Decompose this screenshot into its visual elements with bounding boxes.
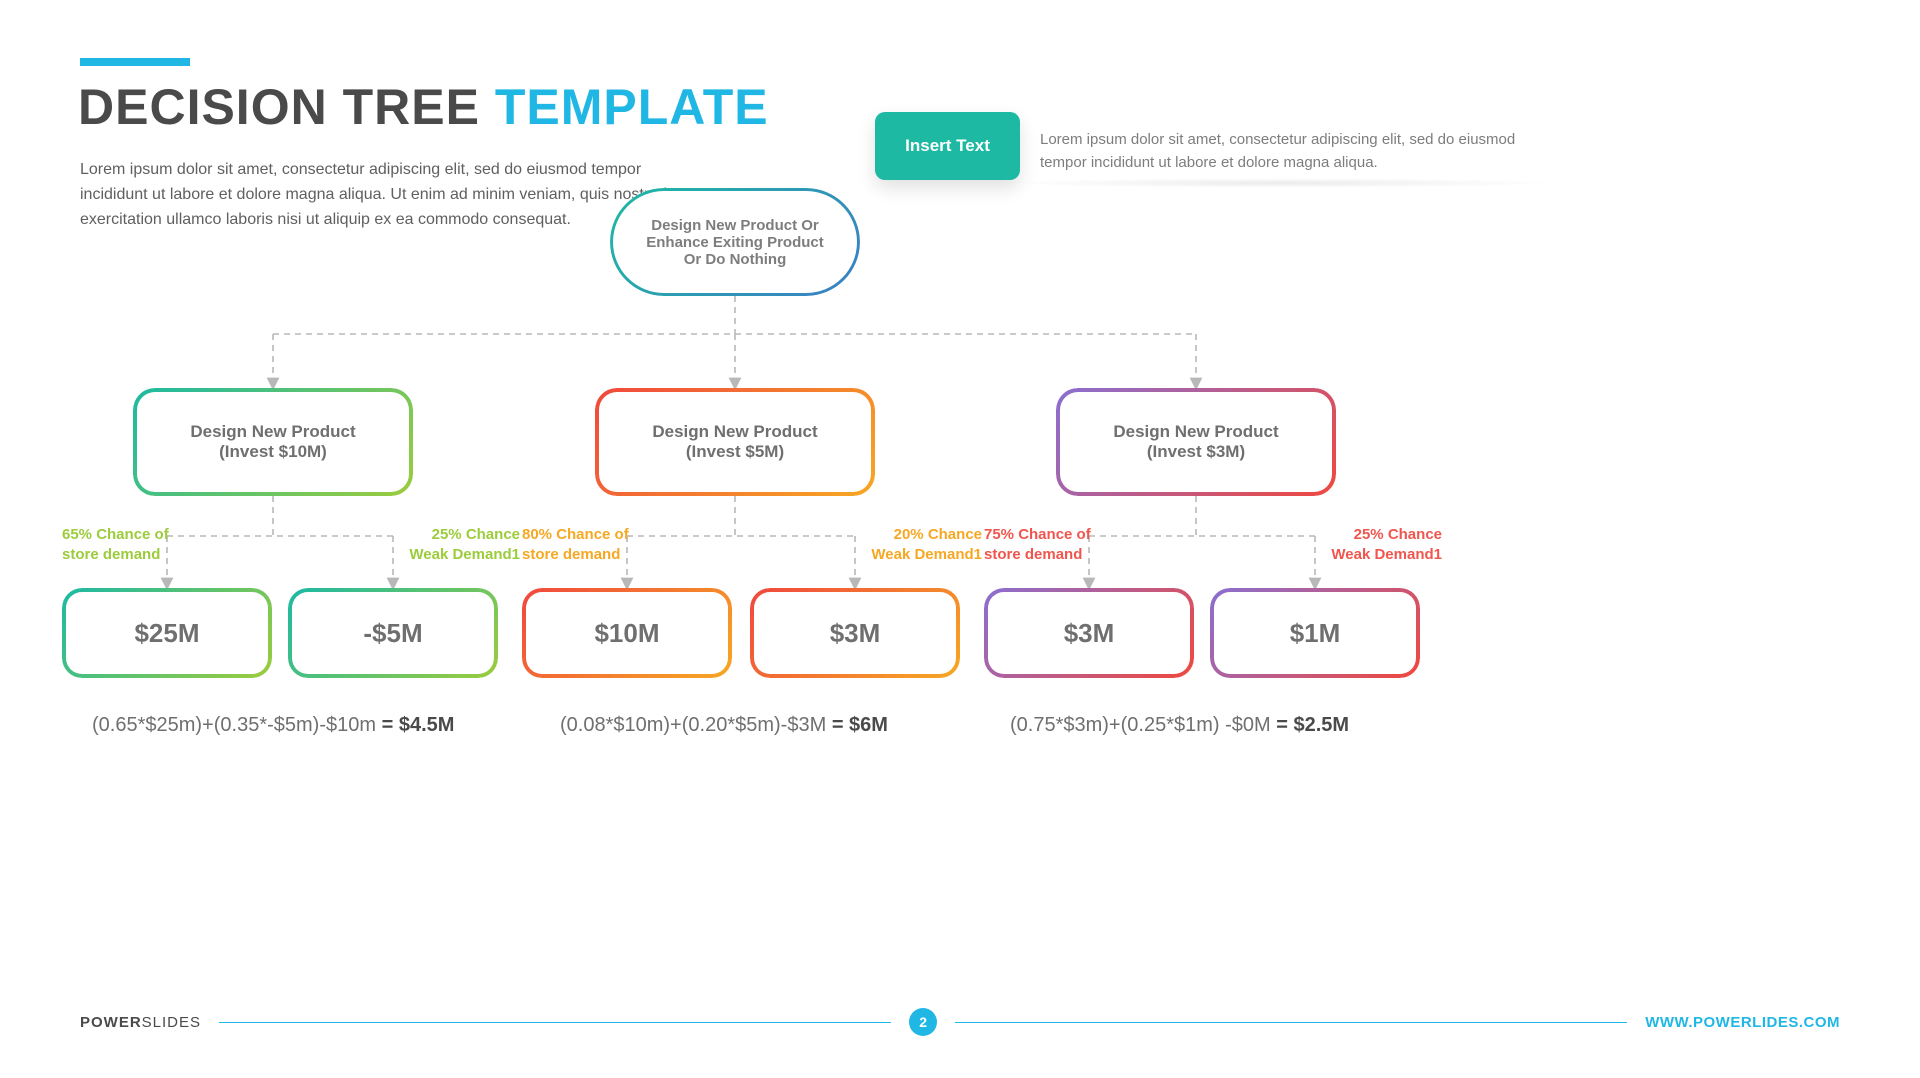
leaf-b2-right: $3M xyxy=(750,588,960,678)
chance-b2-left: 80% Chance of store demand xyxy=(522,525,642,564)
chance-b3-left: 75% Chance of store demand xyxy=(984,525,1104,564)
chance-b3-right: 25% Chance Weak Demand1 xyxy=(1322,525,1442,564)
leaf-b3-right: $1M xyxy=(1210,588,1420,678)
chance-b1-right: 25% Chance Weak Demand1 xyxy=(400,525,520,564)
branch-3-sub: (Invest $3M) xyxy=(1147,442,1245,461)
branch-node-3: Design New Product (Invest $3M) xyxy=(1056,388,1336,496)
leaf-b1-left: $25M xyxy=(62,588,272,678)
leaf-b1-right: -$5M xyxy=(288,588,498,678)
insert-text-button[interactable]: Insert Text xyxy=(875,112,1020,180)
insert-text-label: Insert Text xyxy=(905,136,990,156)
formula-1: (0.65*$25m)+(0.35*-$5m)-$10m = $4.5M xyxy=(92,714,454,737)
leaf-b2-left: $10M xyxy=(522,588,732,678)
title-main: DECISION TREE xyxy=(78,79,480,135)
footer-page-number: 2 xyxy=(909,1008,937,1036)
footer-line-left xyxy=(219,1022,891,1023)
branch-1-title: Design New Product xyxy=(190,422,355,441)
chance-b2-right: 20% Chance Weak Demand1 xyxy=(862,525,982,564)
root-label: Design New Product Or Enhance Exiting Pr… xyxy=(638,217,832,268)
footer: POWERSLIDES 2 WWW.POWERLIDES.COM xyxy=(80,1008,1840,1036)
subtitle-text: Lorem ipsum dolor sit amet, consectetur … xyxy=(80,158,690,232)
branch-node-1: Design New Product (Invest $10M) xyxy=(133,388,413,496)
formula-2: (0.08*$10m)+(0.20*$5m)-$3M = $6M xyxy=(560,714,888,737)
chance-b1-left: 65% Chance of store demand xyxy=(62,525,182,564)
footer-url: WWW.POWERLIDES.COM xyxy=(1645,1014,1840,1031)
leaf-b3-left: $3M xyxy=(984,588,1194,678)
formula-3: (0.75*$3m)+(0.25*$1m) -$0M = $2.5M xyxy=(1010,714,1349,737)
branch-1-sub: (Invest $10M) xyxy=(219,442,327,461)
insert-shadow xyxy=(1000,178,1560,188)
branch-2-title: Design New Product xyxy=(652,422,817,441)
title-highlight: TEMPLATE xyxy=(495,79,769,135)
footer-line-right xyxy=(955,1022,1627,1023)
page-title: DECISION TREE TEMPLATE xyxy=(78,78,769,136)
root-node: Design New Product Or Enhance Exiting Pr… xyxy=(610,188,860,296)
branch-node-2: Design New Product (Invest $5M) xyxy=(595,388,875,496)
accent-bar xyxy=(80,58,190,66)
branch-2-sub: (Invest $5M) xyxy=(686,442,784,461)
footer-brand: POWERSLIDES xyxy=(80,1014,201,1031)
insert-text-desc: Lorem ipsum dolor sit amet, consectetur … xyxy=(1040,128,1560,175)
branch-3-title: Design New Product xyxy=(1113,422,1278,441)
